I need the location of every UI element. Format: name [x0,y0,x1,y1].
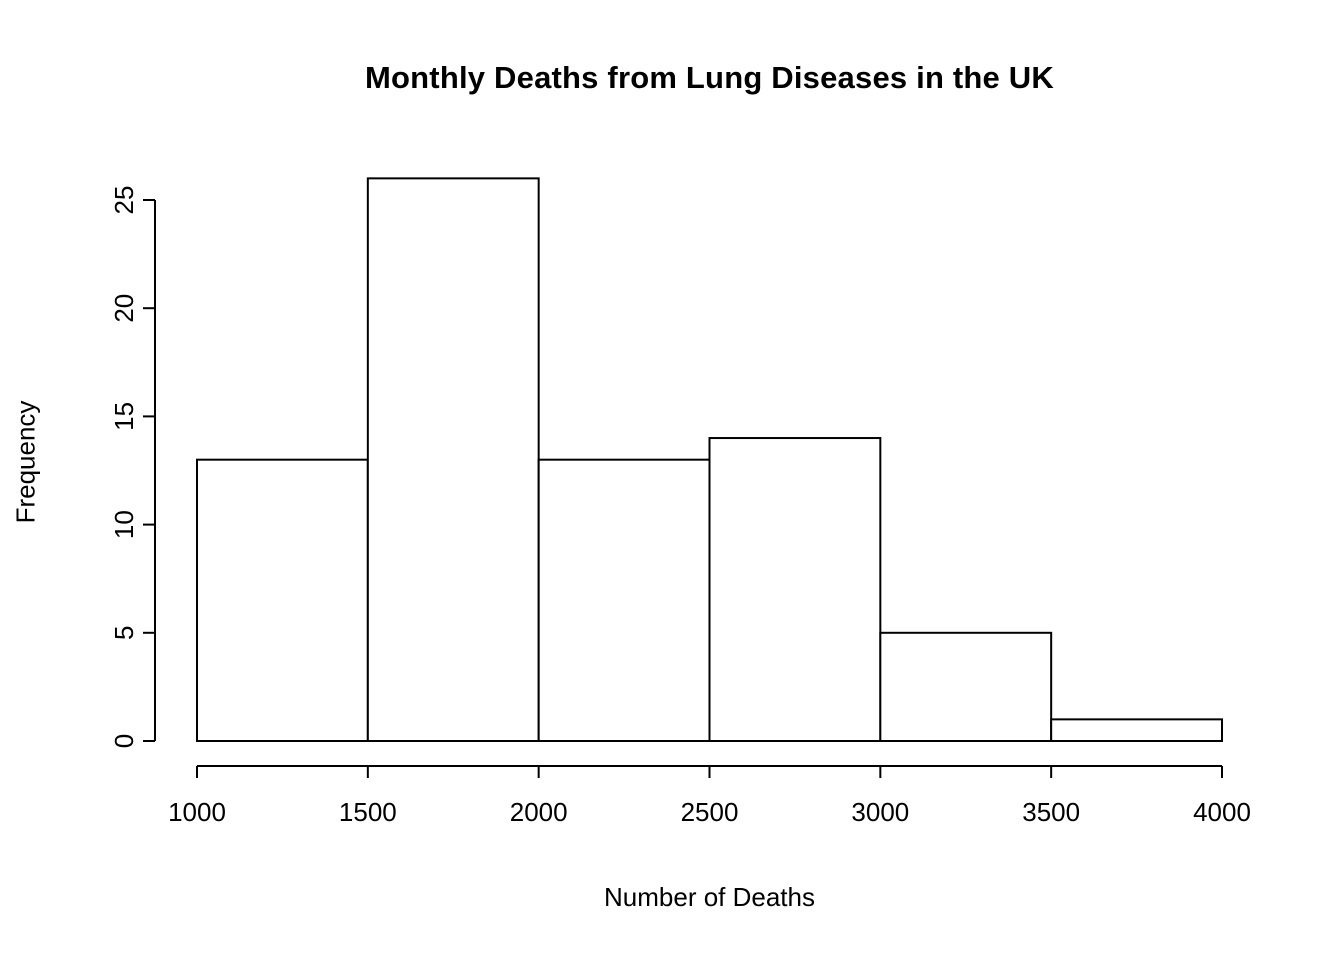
histogram-bar [879,631,1053,742]
y-tick-label: 5 [109,626,139,640]
x-axis-label: Number of Deaths [604,882,815,912]
x-tick-label: 4000 [1193,797,1251,827]
x-tick-label: 2500 [681,797,739,827]
y-tick-label: 25 [109,186,139,215]
histogram-bar [537,458,711,742]
y-tick-label: 15 [109,402,139,431]
x-tick-label: 3000 [851,797,909,827]
chart-title: Monthly Deaths from Lung Diseases in the… [365,60,1054,95]
y-tick-label: 0 [109,734,139,748]
y-axis-label: Frequency [10,400,41,524]
y-tick-label: 20 [109,294,139,323]
histogram-bar [1050,718,1223,742]
histogram-bar [366,177,540,743]
x-tick-label: 1000 [168,797,226,827]
histogram-bar [196,458,369,742]
x-tick-label: 1500 [339,797,397,827]
histogram-bar [708,437,882,742]
y-tick-label: 10 [109,510,139,539]
x-tick-label: 3500 [1022,797,1080,827]
x-tick-label: 2000 [510,797,568,827]
